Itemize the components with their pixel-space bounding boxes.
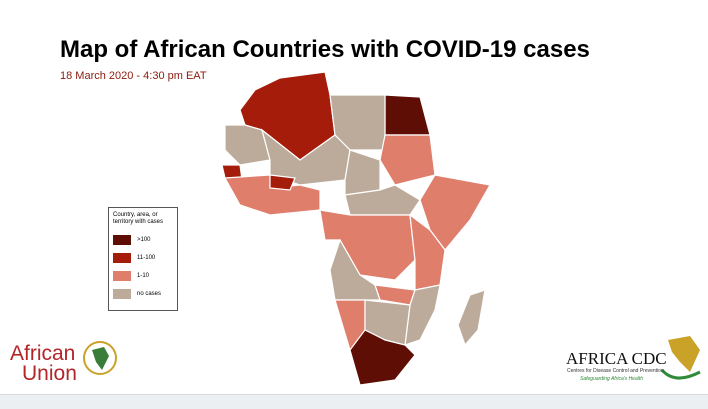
legend-swatch [113, 253, 131, 263]
country-region [319, 209, 416, 281]
subtitle: 18 March 2020 - 4:30 pm EAT [60, 70, 207, 82]
legend-item: no cases [113, 289, 175, 299]
bottom-bar [0, 394, 708, 409]
legend: Country, area, or territory with cases >… [108, 207, 178, 311]
country-region [379, 134, 436, 186]
legend-item: >100 [113, 235, 175, 245]
country-region [344, 149, 381, 196]
cdc-motto: Safeguarding Africa's Health [580, 376, 644, 382]
legend-label: 11-100 [137, 255, 156, 261]
country-region [384, 94, 431, 136]
cdc-emblem [668, 336, 700, 372]
au-logo-text: Union [22, 362, 77, 385]
country-region [269, 174, 296, 191]
au-emblem-map [92, 347, 109, 370]
legend-swatch [113, 289, 131, 299]
title: Map of African Countries with COVID-19 c… [60, 36, 590, 63]
legend-swatch [113, 235, 131, 245]
legend-label: 1-10 [137, 273, 150, 279]
country-region [329, 94, 386, 151]
legend-item: 1-10 [113, 271, 175, 281]
legend-item: 11-100 [113, 253, 175, 263]
legend-label: no cases [137, 291, 162, 297]
cdc-hands [660, 368, 701, 380]
country-region [349, 329, 416, 386]
legend-title: Country, area, or territory with cases [113, 212, 164, 225]
country-region [457, 289, 486, 347]
au-logo-text: African [10, 342, 76, 365]
legend-swatch [113, 271, 131, 281]
cdc-tagline: Centres for Disease Control and Preventi… [567, 368, 664, 374]
cdc-logo-text: AFRICA CDC [566, 349, 667, 368]
au-emblem [83, 341, 117, 375]
legend-label: >100 [137, 237, 151, 243]
